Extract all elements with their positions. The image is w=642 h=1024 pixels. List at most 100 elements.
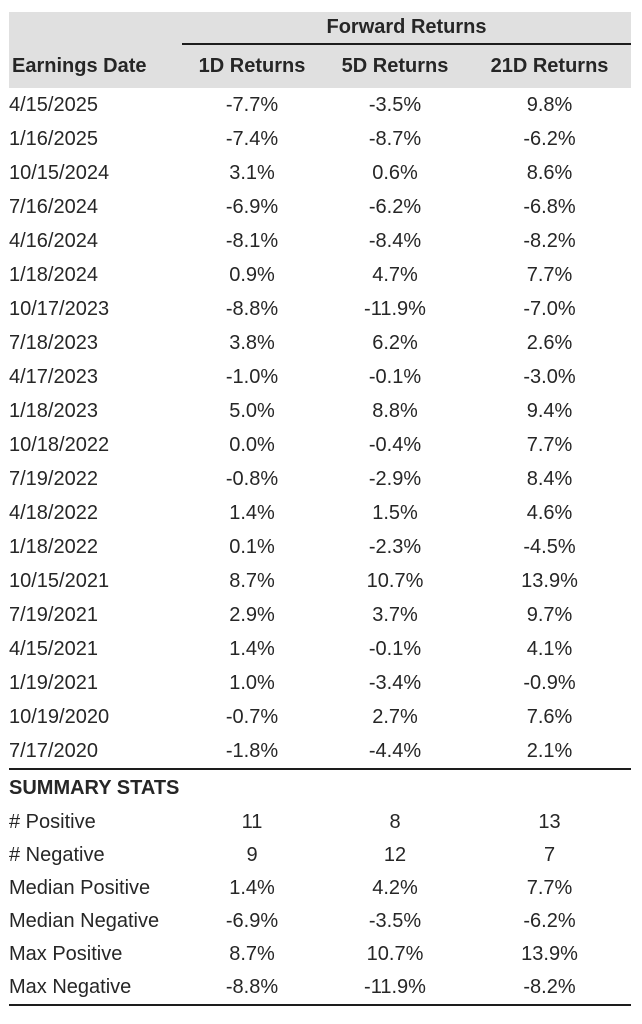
table-row: 1/18/2024 0.9% 4.7% 7.7% xyxy=(9,258,631,292)
table-row: 7/18/2023 3.8% 6.2% 2.6% xyxy=(9,326,631,360)
earnings-date-cell: 1/18/2022 xyxy=(9,535,98,558)
earnings-date-cell: 1/19/2021 xyxy=(9,671,98,694)
return-1d-cell: -8.8% xyxy=(225,297,279,320)
return-5d-cell: -3.4% xyxy=(368,671,422,694)
summary-stats-title: SUMMARY STATS xyxy=(9,768,631,806)
table-row: 4/16/2024 -8.1% -8.4% -8.2% xyxy=(9,224,631,258)
return-5d-cell: 4.7% xyxy=(372,263,418,286)
return-1d-cell: 9 xyxy=(246,844,258,866)
return-21d-cell: 2.6% xyxy=(526,331,573,354)
table-row: 4/18/2022 1.4% 1.5% 4.6% xyxy=(9,496,631,530)
earnings-date-cell: 10/17/2023 xyxy=(9,297,110,320)
return-1d-cell: 1.4% xyxy=(229,501,275,524)
return-1d-cell: 2.9% xyxy=(229,603,275,626)
earnings-date-cell: 4/16/2024 xyxy=(9,229,98,252)
return-1d-cell: -6.9% xyxy=(225,910,279,932)
earnings-date-cell: 4/15/2021 xyxy=(9,637,98,660)
return-21d-cell: -8.2% xyxy=(523,976,576,998)
table-row: 1/18/2023 5.0% 8.8% 9.4% xyxy=(9,394,631,428)
return-5d-cell: -3.5% xyxy=(368,93,422,116)
return-1d-cell: -1.8% xyxy=(225,739,279,762)
summary-label-cell: # Negative xyxy=(9,844,105,866)
summary-title-section: SUMMARY STATS xyxy=(9,768,631,806)
return-21d-cell: -6.2% xyxy=(523,910,576,932)
return-1d-cell: -7.4% xyxy=(225,127,279,150)
return-21d-cell: 4.6% xyxy=(526,501,573,524)
return-21d-cell: 7.7% xyxy=(526,433,573,456)
earnings-date-cell: 7/16/2024 xyxy=(9,195,98,218)
table-row: 1/19/2021 1.0% -3.4% -0.9% xyxy=(9,666,631,700)
return-21d-cell: 2.1% xyxy=(526,739,573,762)
return-1d-cell: 3.8% xyxy=(229,331,275,354)
return-1d-cell: -0.7% xyxy=(225,705,279,728)
table-header: Forward Returns Earnings Date 1D Returns… xyxy=(9,12,631,88)
return-21d-cell: -3.0% xyxy=(523,365,576,388)
return-5d-cell: 4.2% xyxy=(372,877,418,899)
table-row: 10/15/2024 3.1% 0.6% 8.6% xyxy=(9,156,631,190)
return-5d-cell: 6.2% xyxy=(372,331,418,354)
summary-label-cell: Max Negative xyxy=(9,976,132,998)
earnings-date-cell: 4/15/2025 xyxy=(9,93,98,116)
earnings-date-cell: 1/16/2025 xyxy=(9,127,98,150)
return-5d-cell: -6.2% xyxy=(368,195,422,218)
table-row: 1/16/2025 -7.4% -8.7% -6.2% xyxy=(9,122,631,156)
table-row: Median Positive 1.4% 4.2% 7.7% xyxy=(9,872,631,905)
return-21d-cell: -4.5% xyxy=(523,535,576,558)
table-row: 4/17/2023 -1.0% -0.1% -3.0% xyxy=(9,360,631,394)
return-5d-cell: -0.1% xyxy=(368,365,422,388)
return-21d-cell: 8.6% xyxy=(526,161,573,184)
return-5d-cell: -3.5% xyxy=(368,910,422,932)
return-5d-cell: -8.4% xyxy=(368,229,422,252)
return-5d-cell: 0.6% xyxy=(372,161,418,184)
return-1d-cell: 0.9% xyxy=(229,263,275,286)
earnings-date-cell: 7/19/2021 xyxy=(9,603,98,626)
return-21d-cell: 13.9% xyxy=(521,943,578,965)
earnings-date-cell: 1/18/2023 xyxy=(9,399,98,422)
return-1d-cell: -6.9% xyxy=(225,195,279,218)
summary-label-cell: Median Positive xyxy=(9,877,151,899)
return-1d-cell: 1.0% xyxy=(229,671,275,694)
return-5d-cell: -0.4% xyxy=(368,433,422,456)
return-1d-cell: 3.1% xyxy=(229,161,275,184)
return-1d-cell: -8.8% xyxy=(225,976,279,998)
table-row: 4/15/2021 1.4% -0.1% 4.1% xyxy=(9,632,631,666)
table-row: 7/19/2022 -0.8% -2.9% 8.4% xyxy=(9,462,631,496)
earnings-date-cell: 10/15/2021 xyxy=(9,569,110,592)
group-header-row: Forward Returns xyxy=(9,12,631,45)
return-21d-cell: 7.7% xyxy=(526,877,573,899)
return-5d-cell: -2.3% xyxy=(368,535,422,558)
table-row: # Negative 9 12 7 xyxy=(9,839,631,872)
return-21d-cell: 13.9% xyxy=(521,569,578,592)
earnings-date-cell: 7/19/2022 xyxy=(9,467,98,490)
return-21d-cell: 7.6% xyxy=(526,705,573,728)
table-row: # Positive 11 8 13 xyxy=(9,806,631,839)
table-row: 10/18/2022 0.0% -0.4% 7.7% xyxy=(9,428,631,462)
return-1d-cell: 1.4% xyxy=(229,877,275,899)
data-rows: 4/15/2025 -7.7% -3.5% 9.8% 1/16/2025 -7.4% -8.… xyxy=(9,88,631,769)
return-21d-cell: 7 xyxy=(543,844,556,866)
return-1d-cell: 1.4% xyxy=(229,637,275,660)
summary-label-cell: Median Negative xyxy=(9,910,160,932)
summary-rows: # Positive 11 8 13 # Negative 9 12 7 Median Posi… xyxy=(9,806,631,1005)
return-21d-cell: -6.8% xyxy=(523,195,576,218)
return-5d-cell: 1.5% xyxy=(372,501,418,524)
table-row: 7/16/2024 -6.9% -6.2% -6.8% xyxy=(9,190,631,224)
column-header-row: Earnings Date 1D Returns 5D Returns 21D … xyxy=(9,44,631,88)
return-5d-cell: 2.7% xyxy=(372,705,418,728)
earnings-date-cell: 7/17/2020 xyxy=(9,739,98,762)
return-5d-cell: -2.9% xyxy=(368,467,422,490)
table-row: 10/15/2021 8.7% 10.7% 13.9% xyxy=(9,564,631,598)
return-21d-cell: 9.4% xyxy=(526,399,573,422)
return-5d-cell: 12 xyxy=(383,844,407,866)
return-21d-cell: 13 xyxy=(538,811,561,833)
return-5d-cell: -8.7% xyxy=(368,127,422,150)
table-row: Median Negative -6.9% -3.5% -6.2% xyxy=(9,905,631,938)
table-row: 4/15/2025 -7.7% -3.5% 9.8% xyxy=(9,88,631,122)
return-1d-cell: 8.7% xyxy=(229,569,275,592)
earnings-date-cell: 7/18/2023 xyxy=(9,331,98,354)
return-21d-cell: -7.0% xyxy=(523,297,576,320)
return-21d-cell: 8.4% xyxy=(526,467,573,490)
returns-table: Forward Returns Earnings Date 1D Returns… xyxy=(9,12,631,1006)
return-5d-cell: 8.8% xyxy=(372,399,418,422)
